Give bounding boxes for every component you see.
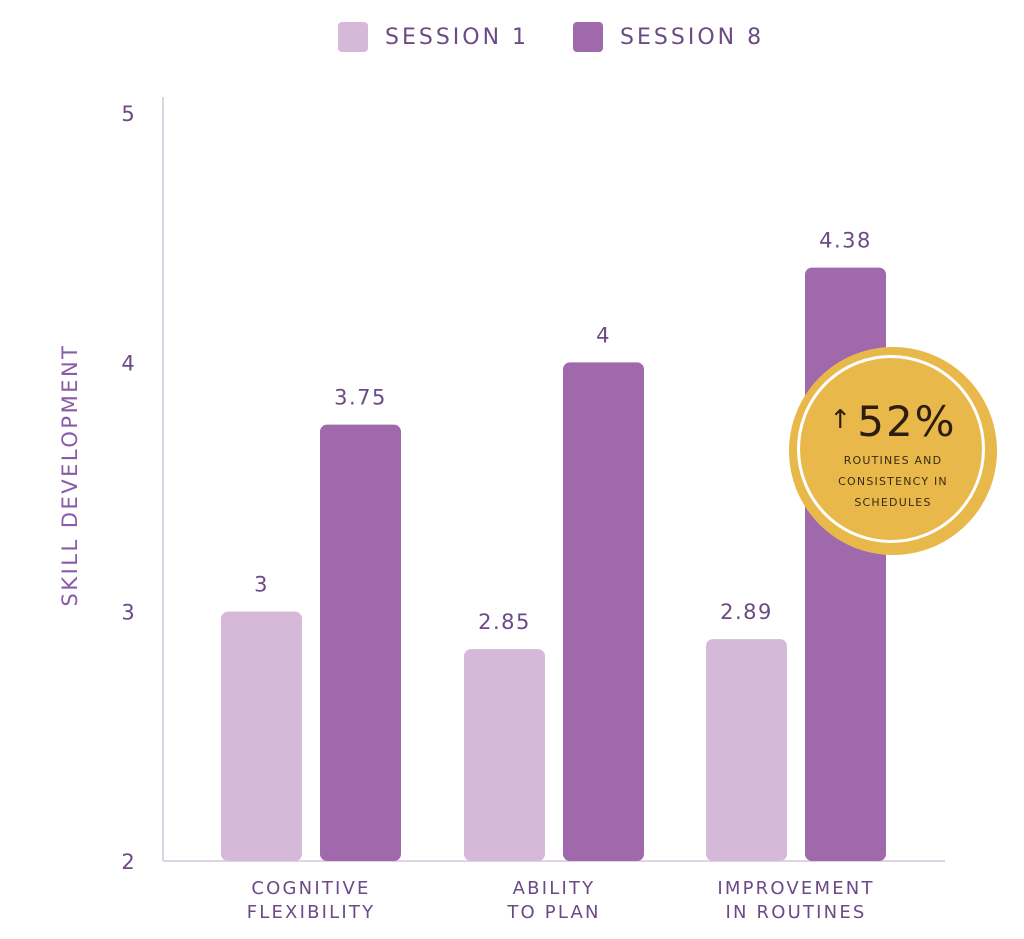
legend-label-session-8: SESSION 8	[620, 24, 765, 50]
bar	[320, 424, 401, 861]
legend-item-session-1: SESSION 1	[338, 22, 529, 52]
data-label: 2.89	[720, 600, 773, 624]
data-label: 4.38	[819, 229, 872, 253]
callout-stat: ↑52%	[789, 397, 997, 446]
y-tick-label: 2	[121, 850, 134, 874]
callout-text: ROUTINES AND CONSISTENCY IN SCHEDULES	[838, 454, 948, 509]
y-tick-label: 3	[121, 601, 134, 625]
x-tick-label: FLEXIBILITY	[247, 902, 376, 923]
data-label: 2.85	[478, 610, 531, 634]
data-label: 3	[254, 573, 269, 597]
y-tick-label: 4	[121, 351, 134, 375]
legend: SESSION 1 SESSION 8	[338, 22, 808, 52]
x-tick-label: IMPROVEMENT	[717, 878, 874, 899]
data-label: 4	[596, 323, 611, 347]
legend-label-session-1: SESSION 1	[385, 24, 530, 50]
y-tick-label: 5	[121, 102, 134, 126]
callout-ring	[797, 355, 985, 543]
data-label: 3.75	[334, 386, 387, 410]
bar	[563, 362, 644, 861]
bar	[706, 639, 787, 861]
x-tick-label: ABILITY	[513, 878, 596, 899]
legend-swatch-session-1	[338, 22, 368, 52]
callout-value: 52%	[857, 397, 957, 446]
legend-swatch-session-8	[573, 22, 604, 52]
bar	[464, 649, 545, 861]
bar	[221, 611, 302, 861]
x-tick-label: IN ROUTINES	[725, 902, 866, 923]
callout-badge: ↑52% ROUTINES AND CONSISTENCY IN SCHEDUL…	[789, 347, 997, 555]
arrow-up-icon: ↑	[829, 405, 854, 435]
legend-item-session-8: SESSION 8	[573, 22, 764, 52]
x-tick-label: COGNITIVE	[251, 878, 370, 899]
x-tick-label: TO PLAN	[506, 902, 600, 923]
